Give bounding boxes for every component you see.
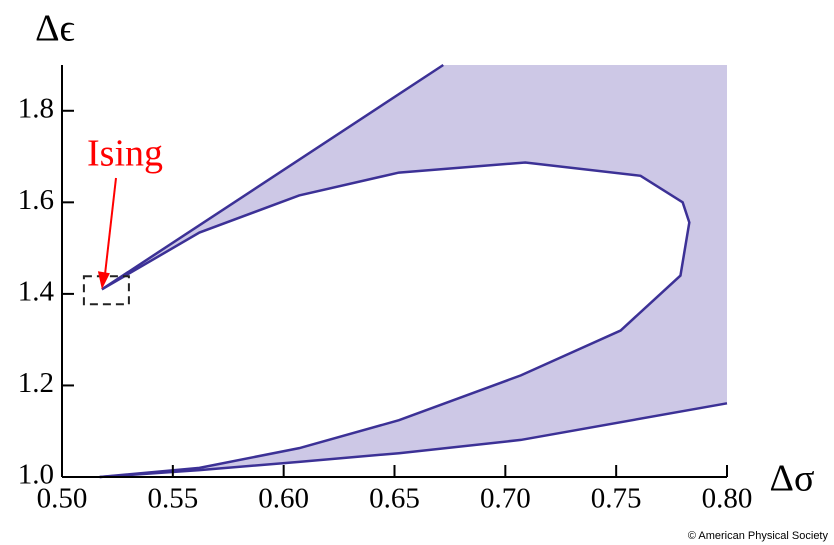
y-tick-label: 1.8 <box>18 92 54 124</box>
boundary-line <box>101 63 444 291</box>
y-tick-label: 1.0 <box>18 459 54 491</box>
x-tick-label: 0.65 <box>369 483 420 515</box>
allowed-region <box>99 65 727 477</box>
x-tick-label: 0.70 <box>480 483 531 515</box>
x-tick-label: 0.60 <box>258 483 309 515</box>
y-tick-label: 1.4 <box>18 276 55 308</box>
y-tick-label: 1.2 <box>18 367 54 399</box>
x-tick-label: 0.75 <box>591 483 642 515</box>
x-axis-label: Δσ <box>770 458 815 500</box>
annotation: Ising <box>87 133 163 175</box>
arrow-head <box>97 271 110 290</box>
highlight-box <box>82 275 130 306</box>
credit: © American Physical Society <box>688 530 829 542</box>
x-tick-label: 0.50 <box>37 483 88 515</box>
x-tick-label: 0.80 <box>702 483 753 515</box>
boundary-line <box>99 402 728 479</box>
x-tick-label: 0.55 <box>147 483 198 515</box>
y-tick-label: 1.6 <box>18 184 54 216</box>
arrow-shaft <box>103 177 117 276</box>
y-axis-label: Δϵ <box>35 8 75 50</box>
boundary-line <box>99 161 691 479</box>
